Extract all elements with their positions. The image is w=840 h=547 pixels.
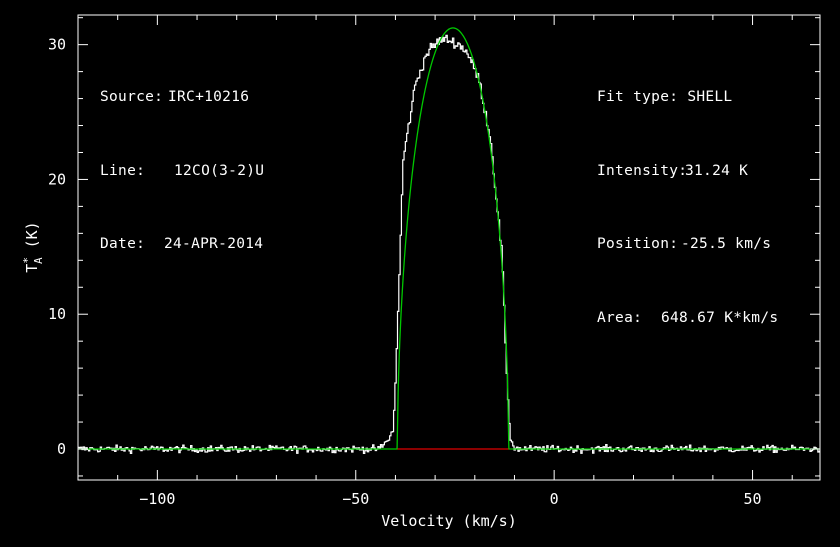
position-label: Position: bbox=[597, 236, 679, 252]
line-row: Line: 12CO(3-2)U bbox=[100, 159, 264, 184]
x-tick-label: 50 bbox=[744, 490, 762, 508]
header-right: Fit type: SHELL Intensity:31.24 K Positi… bbox=[597, 36, 778, 355]
intensity-row: Intensity:31.24 K bbox=[597, 159, 778, 184]
y-tick-label: 0 bbox=[57, 440, 66, 458]
fit-type-label: Fit type: bbox=[597, 89, 679, 105]
source-value: IRC+10216 bbox=[168, 89, 250, 105]
date-row: Date: 24-APR-2014 bbox=[100, 232, 264, 257]
y-tick-label: 10 bbox=[48, 305, 66, 323]
plot-data-layer bbox=[78, 27, 821, 455]
position-value: -25.5 km/s bbox=[681, 236, 772, 252]
x-tick-label: −100 bbox=[139, 490, 175, 508]
x-axis-label: Velocity (km/s) bbox=[381, 512, 516, 530]
fit-type-row: Fit type: SHELL bbox=[597, 85, 778, 110]
line-label: Line: bbox=[100, 162, 146, 179]
fit-curve bbox=[78, 27, 820, 450]
date-label: Date: bbox=[100, 236, 146, 252]
y-tick-label: 20 bbox=[48, 170, 66, 188]
position-row: Position: -25.5 km/s bbox=[597, 232, 778, 257]
plot-frame bbox=[77, 14, 821, 481]
axis-ticks bbox=[77, 15, 820, 480]
y-axis-label: T*A (K) bbox=[21, 221, 45, 272]
x-tick-label: −50 bbox=[342, 490, 369, 508]
source-row: Source: IRC+10216 bbox=[100, 85, 264, 110]
x-tick-label: 0 bbox=[550, 490, 559, 508]
area-value: 648.67 K*km/s bbox=[661, 309, 779, 326]
spectrum-line bbox=[78, 34, 821, 455]
source-label: Source: bbox=[100, 89, 164, 105]
line-value: 12CO(3-2)U bbox=[174, 162, 265, 179]
intensity-value: 31.24 K bbox=[685, 162, 749, 179]
y-tick-label: 30 bbox=[48, 36, 66, 54]
fit-type-value: SHELL bbox=[687, 89, 733, 105]
date-value: 24-APR-2014 bbox=[164, 236, 264, 252]
axis-tick-labels: −100 −50 0 50 0 10 20 30 bbox=[48, 36, 762, 508]
area-label: Area: bbox=[597, 309, 643, 326]
intensity-label: Intensity: bbox=[597, 162, 688, 179]
header-left: Source: IRC+10216 Line: 12CO(3-2)U Date: 24… bbox=[100, 36, 264, 281]
area-row: Area: 648.67 K*km/s bbox=[597, 306, 778, 331]
